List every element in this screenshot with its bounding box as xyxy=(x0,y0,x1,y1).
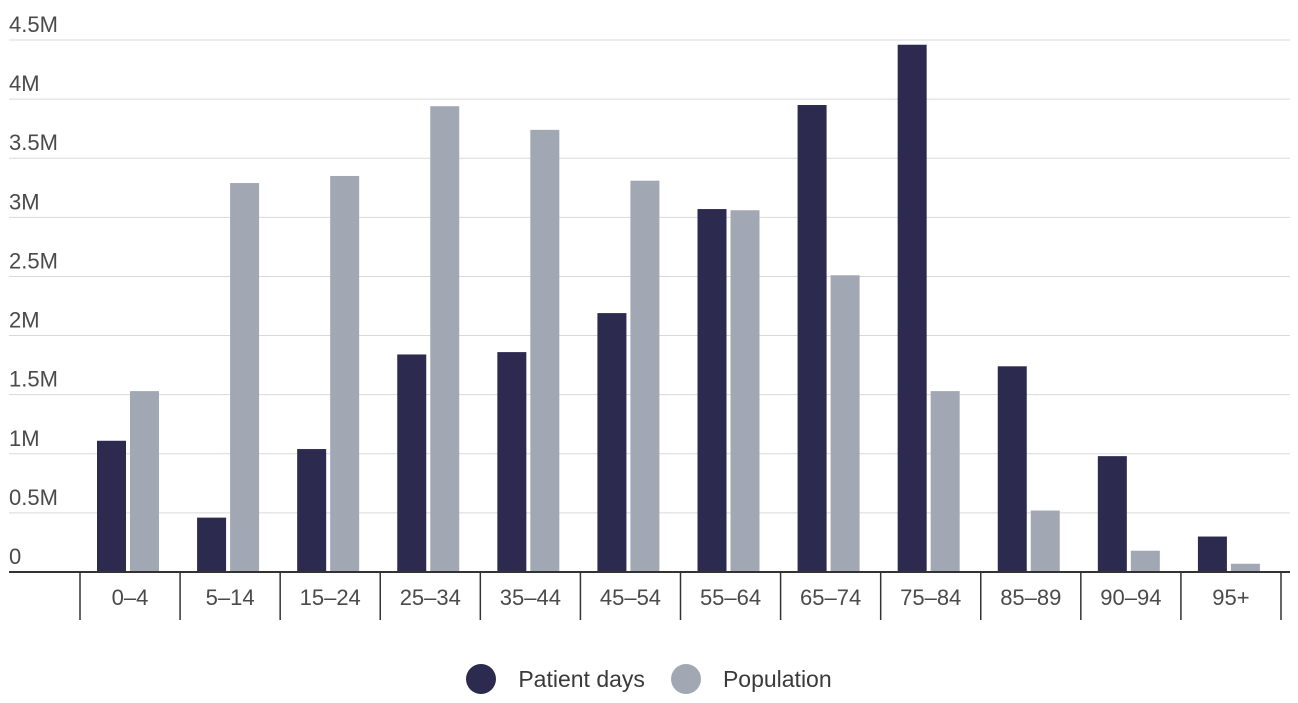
y-tick-label: 0.5M xyxy=(9,485,58,510)
x-tick-label: 90–94 xyxy=(1100,585,1161,610)
y-tick-label: 3.5M xyxy=(9,130,58,155)
legend-item-population: Population xyxy=(670,664,832,694)
x-tick-label: 55–64 xyxy=(700,585,761,610)
bar-population-11 xyxy=(1230,563,1260,572)
bar-population-4 xyxy=(530,129,560,573)
x-tick-label: 35–44 xyxy=(500,585,561,610)
legend-swatch-patient-days xyxy=(466,664,497,694)
x-tick-label: 15–24 xyxy=(300,585,361,610)
y-tick-label: 1.5M xyxy=(9,367,58,392)
x-tick-label: 45–54 xyxy=(600,585,661,610)
bar-population-3 xyxy=(430,106,460,573)
bar-patient-days-5 xyxy=(597,313,627,572)
y-tick-label: 3M xyxy=(9,189,40,214)
bar-population-1 xyxy=(230,183,260,572)
bar-population-8 xyxy=(930,391,960,572)
legend-swatch-population xyxy=(670,664,701,694)
bar-population-10 xyxy=(1130,550,1160,572)
legend: Patient days Population xyxy=(0,664,1298,694)
bar-population-6 xyxy=(730,210,760,573)
x-tick-label: 5–14 xyxy=(206,585,255,610)
bar-patient-days-3 xyxy=(397,354,427,572)
x-tick-label: 95+ xyxy=(1212,585,1249,610)
y-tick-label: 1M xyxy=(9,426,40,451)
x-tick-label: 25–34 xyxy=(400,585,461,610)
bar-patient-days-2 xyxy=(297,449,327,572)
legend-label-population: Population xyxy=(722,665,832,692)
bar-patient-days-9 xyxy=(997,366,1027,572)
bar-population-7 xyxy=(830,275,860,572)
y-tick-label: 2M xyxy=(9,308,40,333)
bar-population-5 xyxy=(630,180,660,572)
y-tick-label: 2.5M xyxy=(9,248,58,273)
x-tick-label: 75–84 xyxy=(900,585,961,610)
x-tick-label: 65–74 xyxy=(800,585,861,610)
bar-population-0 xyxy=(130,391,159,572)
bar-chart: 0 0.5M 1M 1.5M 2M 2.5M 3M 3.5M 4M 4.5M 0–4 5–14 15–2… xyxy=(9,12,1290,620)
x-tick-label: 0–4 xyxy=(112,585,149,610)
bar-patient-days-11 xyxy=(1197,536,1227,572)
bar-patient-days-1 xyxy=(197,517,227,572)
bar-patient-days-7 xyxy=(797,105,827,573)
bar-population-2 xyxy=(330,175,360,572)
legend-item-patient-days: Patient days xyxy=(466,664,645,694)
x-tick-label: 85–89 xyxy=(1000,585,1061,610)
bar-population-9 xyxy=(1030,510,1060,572)
y-tick-label: 4M xyxy=(9,71,40,96)
bar-patient-days-10 xyxy=(1097,456,1127,572)
bar-patient-days-8 xyxy=(897,44,927,573)
y-tick-label: 4.5M xyxy=(9,12,58,37)
y-tick-label: 0 xyxy=(9,544,21,569)
legend-label-patient-days: Patient days xyxy=(518,665,645,692)
bar-patient-days-4 xyxy=(497,352,527,572)
bar-patient-days-6 xyxy=(697,209,727,572)
bar-patient-days-0 xyxy=(97,440,126,572)
